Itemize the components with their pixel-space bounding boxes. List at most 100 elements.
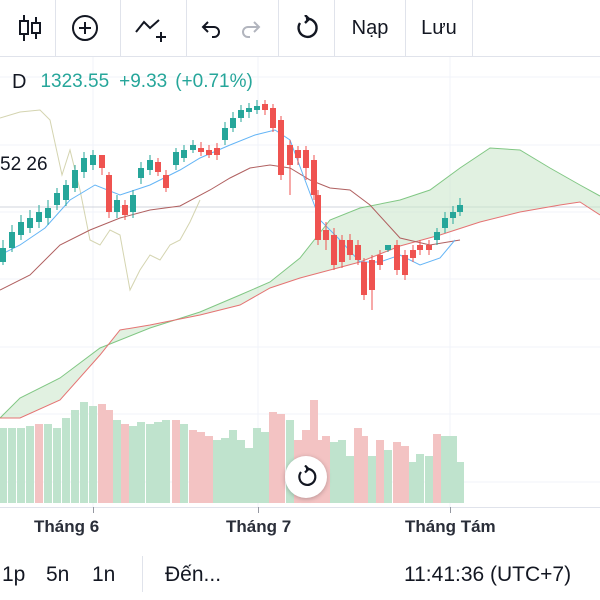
- candle-body: [138, 168, 144, 178]
- candle-body: [90, 155, 96, 165]
- candle-body: [190, 145, 196, 150]
- axis-label-month: Tháng Tám: [405, 517, 496, 536]
- candle-body: [27, 218, 33, 228]
- candle-body: [385, 245, 391, 250]
- volume-bar: [221, 438, 229, 503]
- reset-chart-button[interactable]: [285, 456, 327, 498]
- candle-body: [394, 245, 400, 270]
- clock-timezone[interactable]: 11:41:36 (UTC+7): [404, 563, 572, 586]
- candle-body: [206, 150, 212, 155]
- range-5-button[interactable]: 5n: [46, 563, 70, 586]
- symbol-legend: D 1323.55 +9.33 (+0.71%): [0, 68, 253, 96]
- price-change: +9.33: [119, 71, 168, 92]
- toolbar-divider: [55, 0, 56, 56]
- volume-bar: [0, 428, 7, 503]
- indicators-icon[interactable]: [128, 0, 174, 56]
- volume-bar: [401, 446, 409, 503]
- candle-body: [114, 200, 120, 212]
- candle-body: [377, 255, 383, 265]
- redo-icon[interactable]: [234, 0, 268, 56]
- volume-bar: [44, 424, 52, 503]
- save-button[interactable]: Lưu: [421, 16, 457, 39]
- price-change-percent: (+0.71%): [175, 71, 253, 92]
- candle-body: [230, 118, 236, 128]
- toolbar-divider: [334, 0, 335, 56]
- candle-body: [81, 158, 87, 172]
- candle-body: [36, 212, 42, 222]
- volume-bar: [277, 414, 285, 503]
- tenkan-line: [0, 129, 456, 266]
- volume-bar: [205, 436, 213, 503]
- candle-body: [63, 185, 69, 200]
- toolbar-divider: [405, 0, 406, 56]
- volume-bar: [409, 462, 417, 503]
- candle-body: [122, 205, 128, 215]
- volume-bar: [330, 442, 338, 503]
- chikou-line: [0, 109, 201, 292]
- candle-body: [323, 230, 329, 240]
- range-day-button[interactable]: 1n: [92, 563, 116, 586]
- volume-bar: [26, 426, 34, 503]
- volume-bar: [376, 440, 384, 503]
- volume-bar: [35, 424, 43, 503]
- candle-body: [426, 245, 432, 250]
- volume-bar: [245, 448, 253, 503]
- interval-label[interactable]: D: [12, 70, 27, 93]
- volume-bar: [154, 422, 162, 503]
- volume-bar: [121, 424, 129, 503]
- volume-bar: [425, 456, 433, 503]
- candle-body: [45, 208, 51, 218]
- candle-body: [222, 128, 228, 140]
- volume-bar: [346, 456, 354, 503]
- reset-icon[interactable]: [284, 0, 328, 56]
- candle-body: [106, 175, 112, 212]
- candle-body: [163, 175, 169, 188]
- goto-date-button[interactable]: Đến...: [165, 563, 222, 586]
- volume-bar: [8, 428, 16, 503]
- candle-body: [369, 260, 375, 290]
- volume-bar: [253, 428, 261, 503]
- axis-tick: [258, 507, 259, 513]
- candle-body: [442, 218, 448, 228]
- volume-bar: [189, 430, 197, 503]
- volume-bar: [162, 420, 170, 503]
- candle-body: [270, 108, 276, 128]
- candle-body: [287, 145, 293, 165]
- candle-body: [198, 148, 204, 152]
- footer-divider: [142, 556, 143, 592]
- axis-label-month: Tháng 6: [34, 517, 100, 536]
- add-circle-icon[interactable]: [62, 0, 108, 56]
- candle-body: [457, 205, 463, 212]
- candle-body: [303, 150, 309, 168]
- candle-body: [262, 104, 268, 110]
- undo-icon[interactable]: [194, 0, 228, 56]
- range-1-button[interactable]: 1p: [2, 563, 26, 586]
- volume-bar: [416, 454, 424, 503]
- toolbar-divider: [120, 0, 121, 56]
- candle-body: [339, 240, 345, 262]
- volume-bar: [172, 420, 180, 503]
- load-button[interactable]: Nạp: [351, 16, 389, 39]
- cloud-span-a: [0, 147, 600, 419]
- volume-bar: [433, 434, 441, 503]
- candle-body: [72, 170, 78, 188]
- volume-bar: [71, 410, 79, 503]
- candle-body: [402, 255, 408, 275]
- volume-bar: [441, 436, 449, 503]
- volume-bar: [98, 404, 106, 503]
- volume-bar: [180, 424, 188, 503]
- volume-bar: [322, 436, 330, 503]
- candle-body: [173, 152, 179, 165]
- axis-tick: [93, 507, 94, 513]
- volume-bar: [384, 450, 392, 503]
- volume-bar: [62, 418, 70, 503]
- candle-body: [181, 150, 187, 158]
- candle-body: [130, 195, 136, 212]
- volume-bar: [197, 432, 205, 503]
- price-chart[interactable]: [0, 57, 600, 507]
- volume-bar: [354, 428, 362, 503]
- candlestick-chart-icon[interactable]: [10, 0, 50, 56]
- volume-bar: [105, 410, 113, 503]
- candle-body: [417, 245, 423, 250]
- time-axis: [0, 507, 600, 508]
